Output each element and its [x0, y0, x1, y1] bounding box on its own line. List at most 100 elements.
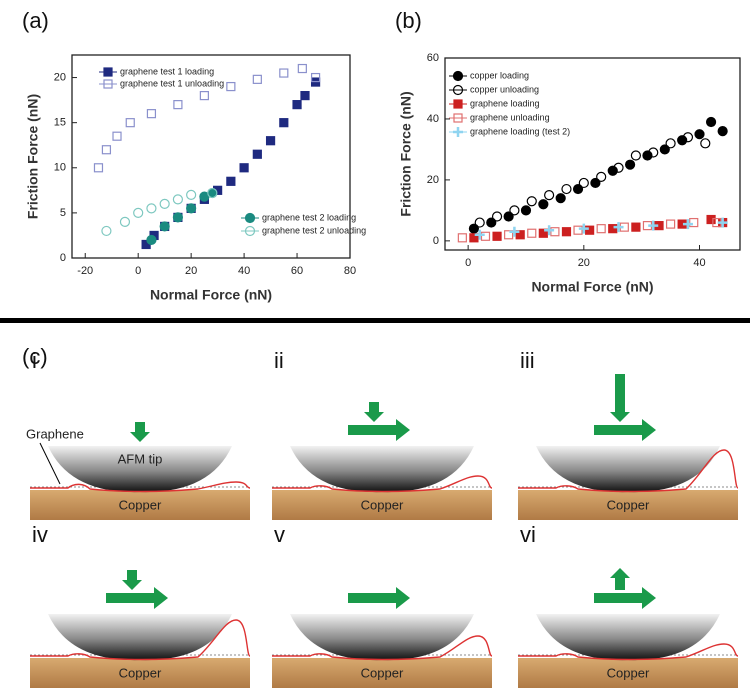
marker	[240, 164, 248, 172]
arrow	[594, 587, 656, 609]
figure: (a)-2002040608005101520Normal Force (nN)…	[0, 0, 750, 690]
x-tick-label: 40	[693, 257, 705, 269]
y-axis-label: Friction Force (nN)	[398, 91, 414, 216]
marker	[253, 150, 261, 158]
marker	[493, 212, 502, 221]
x-tick-label: 60	[291, 265, 303, 277]
marker	[147, 110, 155, 118]
marker	[562, 228, 570, 236]
copper-label: Copper	[119, 665, 162, 680]
marker	[631, 151, 640, 160]
marker	[597, 172, 606, 181]
marker	[510, 206, 519, 215]
y-tick-label: 40	[427, 113, 439, 125]
marker	[551, 228, 559, 236]
marker	[280, 119, 288, 127]
marker	[267, 137, 275, 145]
marker	[626, 160, 635, 169]
y-tick-label: 15	[54, 117, 66, 129]
marker	[527, 197, 536, 206]
marker	[690, 219, 698, 227]
afm-tip	[536, 446, 720, 492]
arrow	[130, 422, 150, 442]
marker	[609, 225, 617, 233]
marker	[126, 119, 134, 127]
y-tick-label: 10	[54, 162, 66, 174]
y-tick-label: 20	[54, 71, 66, 83]
marker	[160, 222, 169, 231]
x-tick-label: 0	[465, 257, 471, 269]
marker	[632, 223, 640, 231]
x-tick-label: -20	[77, 265, 93, 277]
copper-label: Copper	[361, 497, 404, 512]
marker	[701, 139, 710, 148]
arrow	[348, 419, 410, 441]
marker	[579, 178, 588, 187]
marker	[545, 191, 554, 200]
marker	[298, 65, 306, 73]
marker	[102, 226, 111, 235]
marker	[718, 127, 727, 136]
arrow	[122, 570, 142, 590]
y-tick-label: 0	[60, 252, 66, 264]
marker	[120, 217, 129, 226]
legend-label: graphene unloading	[470, 112, 550, 122]
marker	[200, 92, 208, 100]
marker	[187, 190, 196, 199]
marker	[187, 204, 196, 213]
x-tick-label: 80	[344, 265, 356, 277]
arrow	[610, 374, 630, 422]
marker	[160, 199, 169, 208]
marker	[147, 235, 156, 244]
marker	[113, 132, 121, 140]
legend-label: copper loading	[470, 70, 529, 80]
marker	[227, 177, 235, 185]
copper-label: Copper	[607, 665, 650, 680]
marker	[173, 195, 182, 204]
panel-numeral: v	[274, 522, 285, 547]
y-tick-label: 20	[427, 174, 439, 186]
marker	[539, 200, 548, 209]
arrow	[364, 402, 384, 422]
marker	[562, 185, 571, 194]
y-tick-label: 60	[427, 52, 439, 64]
marker	[574, 226, 582, 234]
legend-label: copper unloading	[470, 84, 539, 94]
x-tick-label: 20	[578, 257, 590, 269]
marker	[521, 206, 530, 215]
copper-label: Copper	[361, 665, 404, 680]
marker	[597, 225, 605, 233]
x-axis-label: Normal Force (nN)	[150, 287, 272, 303]
legend-label: graphene loading (test 2)	[470, 126, 570, 136]
graphene-label: Graphene	[26, 426, 84, 441]
marker	[147, 204, 156, 213]
marker	[556, 194, 565, 203]
marker	[174, 101, 182, 109]
panel-numeral: vi	[520, 522, 536, 547]
marker	[528, 229, 536, 237]
panel-numeral: i	[32, 348, 37, 373]
legend-label: graphene test 1 unloading	[120, 78, 224, 88]
marker	[94, 164, 102, 172]
panel-numeral: iv	[32, 522, 48, 547]
arrow	[348, 587, 410, 609]
legend-label: graphene test 2 unloading	[262, 225, 366, 235]
marker	[707, 118, 716, 127]
marker	[293, 101, 301, 109]
marker	[102, 146, 110, 154]
marker	[707, 216, 715, 224]
panel-numeral: ii	[274, 348, 284, 373]
afm-tip	[48, 614, 232, 660]
x-tick-label: 40	[238, 265, 250, 277]
panel-numeral: iii	[520, 348, 535, 373]
marker	[493, 232, 501, 240]
marker	[475, 218, 484, 227]
afm-tip	[290, 446, 474, 492]
tip-label: AFM tip	[118, 451, 163, 466]
marker	[586, 226, 594, 234]
y-axis-label: Friction Force (nN)	[25, 94, 41, 219]
copper-label: Copper	[119, 497, 162, 512]
y-tick-label: 0	[433, 235, 439, 247]
panel-label: (b)	[395, 8, 422, 33]
marker	[253, 75, 261, 83]
